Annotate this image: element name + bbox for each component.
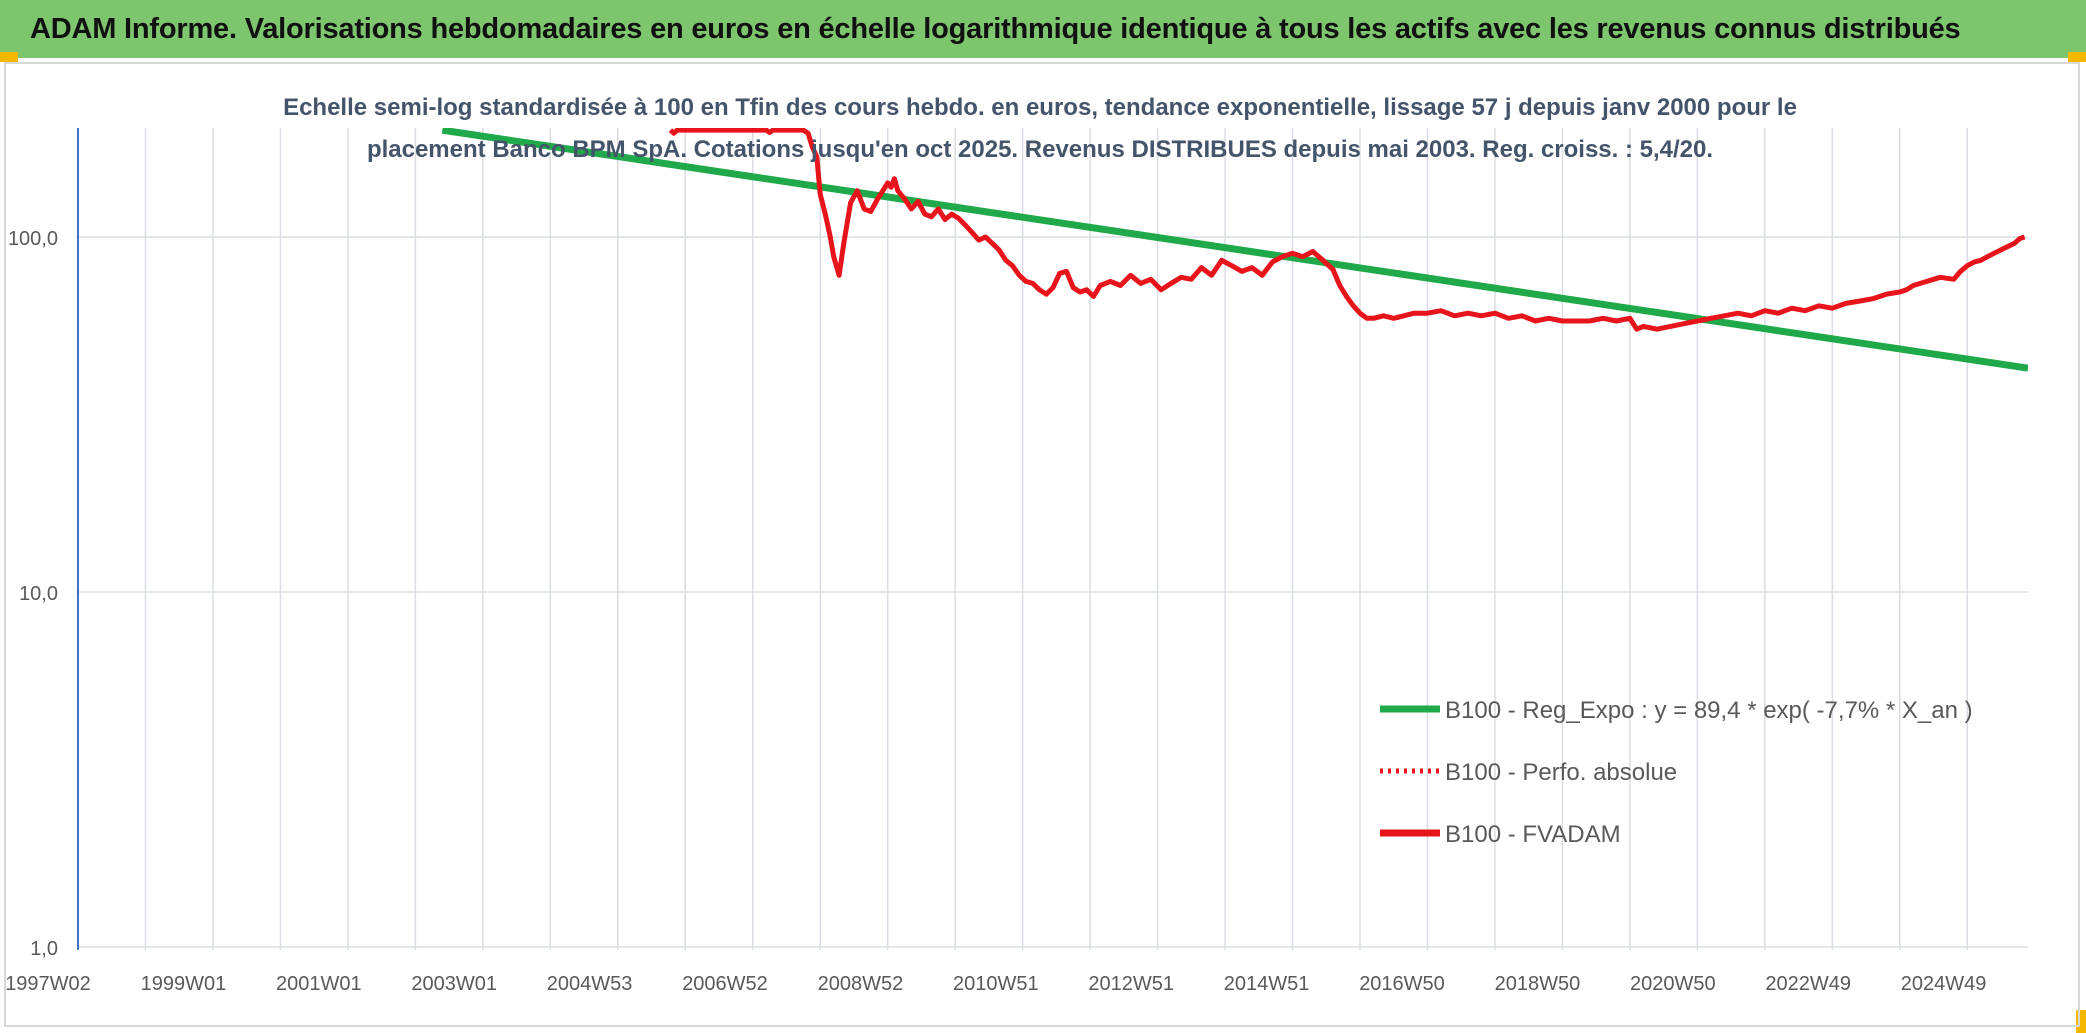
x-tick-label: 2024W49 <box>1901 973 1987 995</box>
plot-series <box>441 128 2028 372</box>
x-tick-label: 2001W01 <box>276 973 362 995</box>
x-tick-label: 2014W51 <box>1224 973 1310 995</box>
x-tick-label: 2020W50 <box>1630 973 1716 995</box>
chart-title-line-2: placement Banco BPM SpA. Cotations jusqu… <box>367 136 1713 163</box>
x-tick-label: 2012W51 <box>1088 973 1174 995</box>
grid <box>77 128 2028 950</box>
page-title: ADAM Informe. Valorisations hebdomadaire… <box>30 12 1961 45</box>
x-tick-label: 2018W50 <box>1495 973 1581 995</box>
y-tick-label: 1,0 <box>30 938 58 960</box>
x-tick-label: 1997W02 <box>5 973 91 995</box>
x-tick-label: 2022W49 <box>1765 973 1851 995</box>
chart-title-line-1: Echelle semi-log standardisée à 100 en T… <box>283 94 1797 121</box>
legend-label-fvadam: B100 - FVADAM <box>1445 821 1621 848</box>
corner-marker-bottom-right <box>2076 1010 2086 1033</box>
x-tick-label: 2006W52 <box>682 973 768 995</box>
x-tick-label: 2016W50 <box>1359 973 1445 995</box>
series-line-reg-expo <box>441 128 2028 372</box>
corner-marker-right <box>2068 52 2086 62</box>
legend-label-reg: B100 - Reg_Expo : y = 89,4 * exp( -7,7% … <box>1445 697 1973 724</box>
x-tick-label: 2008W52 <box>818 973 904 995</box>
legend: B100 - Reg_Expo : y = 89,4 * exp( -7,7% … <box>1380 697 1973 848</box>
x-tick-label: 2010W51 <box>953 973 1039 995</box>
corner-marker-left <box>0 52 18 62</box>
legend-item-reg: B100 - Reg_Expo : y = 89,4 * exp( -7,7% … <box>1380 697 1973 724</box>
legend-label-perfo: B100 - Perfo. absolue <box>1445 759 1677 786</box>
y-tick-label: 10,0 <box>19 583 58 605</box>
x-tick-label: 2004W53 <box>547 973 633 995</box>
series-line-fvadam <box>668 128 2026 332</box>
y-axis-ticks: 100,0 10,0 1,0 <box>8 228 58 960</box>
legend-item-fvadam: B100 - FVADAM <box>1380 821 1621 848</box>
chart-frame <box>4 62 2080 1027</box>
x-axis-ticks: 1997W02 1999W01 2001W01 2003W01 2004W53 2006W… <box>5 973 1986 995</box>
y-tick-label: 100,0 <box>8 228 58 250</box>
legend-item-perfo: B100 - Perfo. absolue <box>1380 759 1677 786</box>
x-tick-label: 2003W01 <box>411 973 497 995</box>
x-tick-label: 1999W01 <box>141 973 227 995</box>
header-banner: ADAM Informe. Valorisations hebdomadaire… <box>0 0 2086 58</box>
